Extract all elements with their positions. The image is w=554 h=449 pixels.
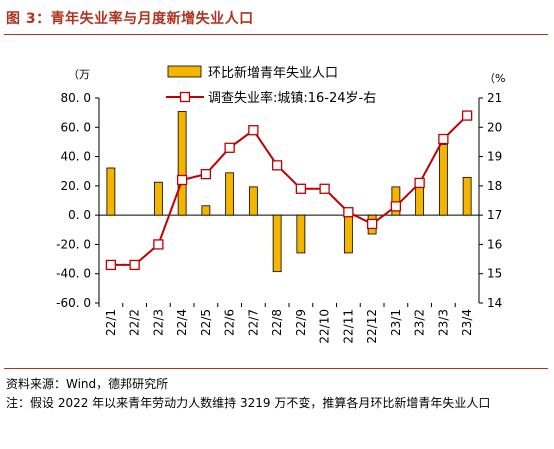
right-tick-label: 20	[487, 120, 502, 134]
line-marker	[271, 160, 283, 171]
right-tick-label: 19	[487, 150, 502, 164]
left-tick-label: 60. 0	[60, 120, 91, 134]
x-tick-label: 22/6	[223, 309, 237, 336]
line-series	[105, 110, 473, 271]
bar	[272, 214, 282, 273]
legend-marker	[179, 91, 191, 103]
bar	[438, 144, 448, 216]
x-tick-label: 22/10	[318, 309, 332, 344]
line-marker	[390, 201, 402, 212]
right-unit-label: （%	[484, 72, 505, 85]
note-text: 注：假设 2022 年以来青年劳动力人数维持 3219 万不变，推算各月环比新增…	[6, 396, 491, 410]
bar	[248, 186, 258, 216]
left-tick-label: 20. 0	[60, 179, 91, 193]
line-marker	[319, 183, 330, 194]
left-tick-label: -20. 0	[56, 237, 91, 251]
x-tick-label: 22/12	[365, 309, 379, 344]
bar	[296, 214, 306, 254]
line-marker	[129, 259, 140, 271]
legend-line-label: 调查失业率:城镇:16-24岁-右	[208, 90, 376, 106]
line-marker	[105, 259, 117, 271]
right-tick-label: 14	[487, 296, 502, 310]
right-tick-label: 18	[487, 179, 502, 193]
bar	[177, 111, 187, 216]
x-tick-label: 23/2	[413, 309, 427, 336]
x-tick-label: 22/4	[175, 309, 189, 336]
combo-chart: 80. 0 60. 0 40. 0 20. 0 0. 0 -20. 0 -40. 0 -60.…	[56, 65, 505, 344]
chart-axes: 80. 0 60. 0 40. 0 20. 0 0. 0 -20. 0 -40. 0 -60.…	[56, 68, 505, 344]
source-rule	[4, 368, 548, 369]
line-marker	[200, 168, 212, 180]
line-marker	[343, 207, 354, 218]
x-tick-label: 23/3	[436, 309, 450, 336]
right-tick-label: 16	[487, 237, 502, 251]
line-marker	[414, 177, 425, 189]
line-marker	[248, 125, 259, 136]
left-tick-label: 0. 0	[68, 208, 91, 222]
line-marker	[176, 174, 188, 186]
x-tick-label: 22/5	[199, 309, 213, 336]
right-tick-label: 21	[487, 91, 502, 105]
unemployment-line	[110, 114, 468, 266]
right-tick-label: 17	[487, 208, 502, 222]
line-marker	[153, 239, 164, 250]
bar	[201, 205, 211, 216]
figure-title: 图 3：青年失业率与月度新增失业人口	[6, 11, 254, 27]
bar	[225, 172, 235, 216]
x-tick-label: 23/1	[389, 309, 403, 336]
x-tick-label: 22/11	[341, 309, 355, 344]
line-marker	[295, 183, 307, 194]
title-rule	[4, 34, 548, 35]
x-tick-label: 22/2	[128, 309, 142, 336]
line-marker	[366, 218, 378, 230]
x-tick-label: 22/7	[246, 309, 260, 336]
x-tick-label: 22/8	[270, 309, 284, 336]
left-tick-label: -60. 0	[56, 296, 91, 310]
bar	[153, 181, 163, 216]
left-unit-label: （万	[68, 68, 90, 81]
left-tick-label: -40. 0	[56, 267, 91, 281]
x-tick-label: 23/4	[460, 309, 474, 336]
right-tick-label: 15	[487, 267, 502, 281]
left-tick-label: 40. 0	[60, 150, 91, 164]
line-marker	[461, 110, 473, 121]
left-tick-label: 80. 0	[60, 91, 91, 105]
line-marker	[438, 133, 449, 145]
legend-bar-swatch	[167, 65, 202, 78]
bar	[343, 214, 353, 254]
bar	[106, 167, 116, 216]
line-marker	[224, 142, 235, 153]
bar	[462, 176, 472, 216]
x-tick-label: 22/1	[104, 309, 118, 336]
x-tick-label: 22/9	[294, 309, 308, 336]
source-text: 资料来源：Wind，德邦研究所	[6, 377, 169, 391]
x-tick-label: 22/3	[151, 309, 165, 336]
legend-bar-label: 环比新增青年失业人口	[208, 65, 338, 81]
